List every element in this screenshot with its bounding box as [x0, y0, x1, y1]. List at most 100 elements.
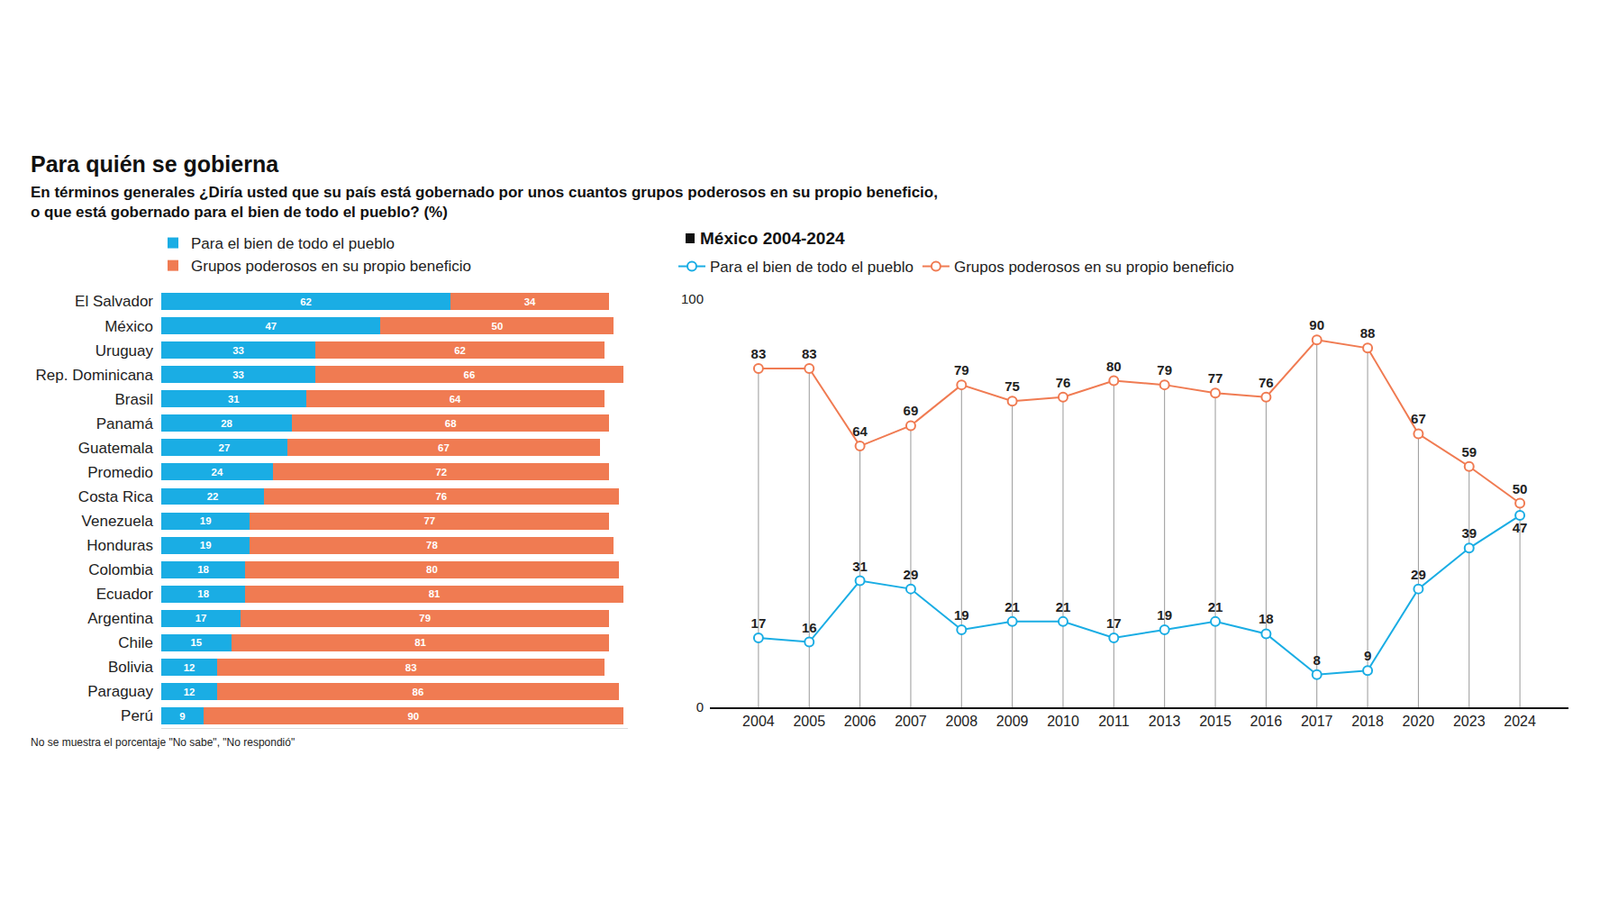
svg-text:Para quién se gobierna: Para quién se gobierna: [30, 151, 280, 177]
svg-text:79: 79: [954, 362, 970, 378]
svg-text:Brasil: Brasil: [114, 390, 154, 409]
svg-text:9: 9: [179, 710, 185, 722]
svg-text:2009: 2009: [996, 713, 1029, 729]
svg-text:2016: 2016: [1250, 713, 1283, 729]
svg-text:62: 62: [454, 345, 466, 356]
svg-text:2013: 2013: [1148, 713, 1182, 729]
svg-text:72: 72: [435, 466, 447, 478]
svg-text:Argentina: Argentina: [87, 609, 154, 628]
svg-text:69: 69: [903, 402, 919, 419]
svg-text:33: 33: [232, 345, 245, 356]
svg-text:2007: 2007: [894, 713, 928, 729]
svg-text:24: 24: [211, 466, 224, 478]
svg-text:22: 22: [207, 490, 219, 502]
svg-text:Bolivia: Bolivia: [108, 658, 155, 676]
svg-text:Perú: Perú: [120, 707, 154, 725]
svg-text:Panamá: Panamá: [96, 415, 155, 433]
svg-text:Guatemala: Guatemala: [78, 439, 155, 457]
svg-text:100: 100: [681, 290, 704, 307]
svg-text:18: 18: [197, 588, 210, 600]
svg-text:88: 88: [1360, 325, 1376, 341]
svg-text:83: 83: [405, 662, 418, 673]
svg-text:78: 78: [426, 539, 438, 551]
svg-text:47: 47: [1512, 519, 1528, 536]
svg-text:62: 62: [300, 296, 312, 308]
svg-text:México: México: [104, 318, 154, 336]
svg-text:En términos generales ¿Diría u: En términos generales ¿Diría usted que s…: [30, 183, 938, 221]
svg-text:2006: 2006: [844, 713, 877, 729]
svg-text:29: 29: [903, 566, 919, 582]
svg-text:34: 34: [524, 296, 537, 308]
svg-text:75: 75: [1004, 378, 1020, 394]
svg-text:8: 8: [1313, 652, 1321, 668]
svg-text:19: 19: [954, 607, 970, 623]
svg-text:31: 31: [227, 393, 240, 405]
svg-text:79: 79: [418, 612, 431, 624]
svg-text:19: 19: [200, 515, 212, 527]
svg-text:2015: 2015: [1199, 713, 1232, 729]
svg-text:21: 21: [1004, 599, 1020, 615]
svg-text:Para el bien de todo el pueblo: Para el bien de todo el pueblo: [709, 258, 914, 276]
svg-text:18: 18: [1258, 610, 1274, 627]
svg-text:Costa Rica: Costa Rica: [78, 488, 155, 506]
svg-text:2020: 2020: [1402, 713, 1436, 729]
svg-text:76: 76: [1258, 374, 1274, 391]
svg-text:El Salvador: El Salvador: [74, 292, 154, 310]
svg-text:50: 50: [491, 320, 504, 332]
svg-text:Grupos poderosos en su propio: Grupos poderosos en su propio beneficio: [190, 257, 472, 275]
svg-text:Grupos poderosos en su propio: Grupos poderosos en su propio beneficio: [954, 258, 1235, 276]
svg-text:68: 68: [445, 418, 457, 429]
svg-text:47: 47: [264, 320, 277, 332]
svg-text:2004: 2004: [742, 713, 775, 729]
svg-text:90: 90: [407, 710, 419, 722]
svg-text:76: 76: [1055, 374, 1072, 391]
svg-text:Colombia: Colombia: [88, 561, 154, 579]
svg-text:81: 81: [428, 588, 441, 600]
svg-text:16: 16: [801, 619, 818, 636]
svg-text:Promedio: Promedio: [87, 463, 154, 482]
svg-text:2010: 2010: [1046, 713, 1080, 729]
svg-text:21: 21: [1055, 599, 1072, 615]
svg-text:80: 80: [1106, 358, 1122, 374]
svg-text:Rep. Dominicana: Rep. Dominicana: [36, 366, 155, 384]
svg-text:17: 17: [195, 612, 208, 624]
svg-text:21: 21: [1208, 599, 1224, 615]
svg-text:2005: 2005: [792, 713, 826, 729]
svg-text:0: 0: [696, 699, 704, 715]
svg-text:33: 33: [232, 369, 245, 381]
svg-text:80: 80: [426, 563, 438, 575]
svg-text:México 2004-2024: México 2004-2024: [700, 228, 846, 248]
svg-text:2018: 2018: [1351, 713, 1384, 729]
svg-text:19: 19: [200, 539, 212, 551]
svg-text:59: 59: [1461, 444, 1477, 460]
svg-text:64: 64: [449, 393, 462, 405]
svg-text:2011: 2011: [1098, 713, 1130, 729]
svg-text:18: 18: [197, 563, 210, 575]
svg-text:31: 31: [852, 558, 868, 574]
svg-text:66: 66: [463, 369, 476, 381]
svg-text:29: 29: [1410, 566, 1427, 582]
svg-text:17: 17: [1106, 615, 1122, 631]
svg-text:2023: 2023: [1453, 713, 1486, 729]
svg-text:83: 83: [801, 345, 818, 362]
svg-text:19: 19: [1156, 607, 1173, 623]
svg-text:12: 12: [183, 686, 196, 698]
svg-text:15: 15: [190, 636, 203, 648]
svg-text:39: 39: [1461, 525, 1477, 541]
svg-text:83: 83: [751, 345, 767, 362]
svg-text:12: 12: [183, 662, 196, 673]
svg-text:77: 77: [424, 515, 437, 527]
svg-text:27: 27: [218, 442, 231, 454]
svg-text:9: 9: [1363, 647, 1372, 664]
svg-text:No se muestra el porcentaje "N: No se muestra el porcentaje "No sabe", "…: [30, 736, 295, 749]
svg-text:Venezuela: Venezuela: [81, 512, 155, 530]
svg-text:Paraguay: Paraguay: [87, 682, 154, 700]
svg-text:Para el bien de todo el pueblo: Para el bien de todo el pueblo: [190, 235, 395, 253]
svg-text:67: 67: [1410, 410, 1427, 427]
svg-text:2017: 2017: [1300, 713, 1334, 729]
svg-text:28: 28: [220, 418, 233, 429]
svg-text:17: 17: [751, 615, 767, 631]
svg-text:Uruguay: Uruguay: [95, 342, 155, 360]
svg-text:Ecuador: Ecuador: [96, 585, 155, 603]
svg-text:2024: 2024: [1503, 713, 1537, 729]
